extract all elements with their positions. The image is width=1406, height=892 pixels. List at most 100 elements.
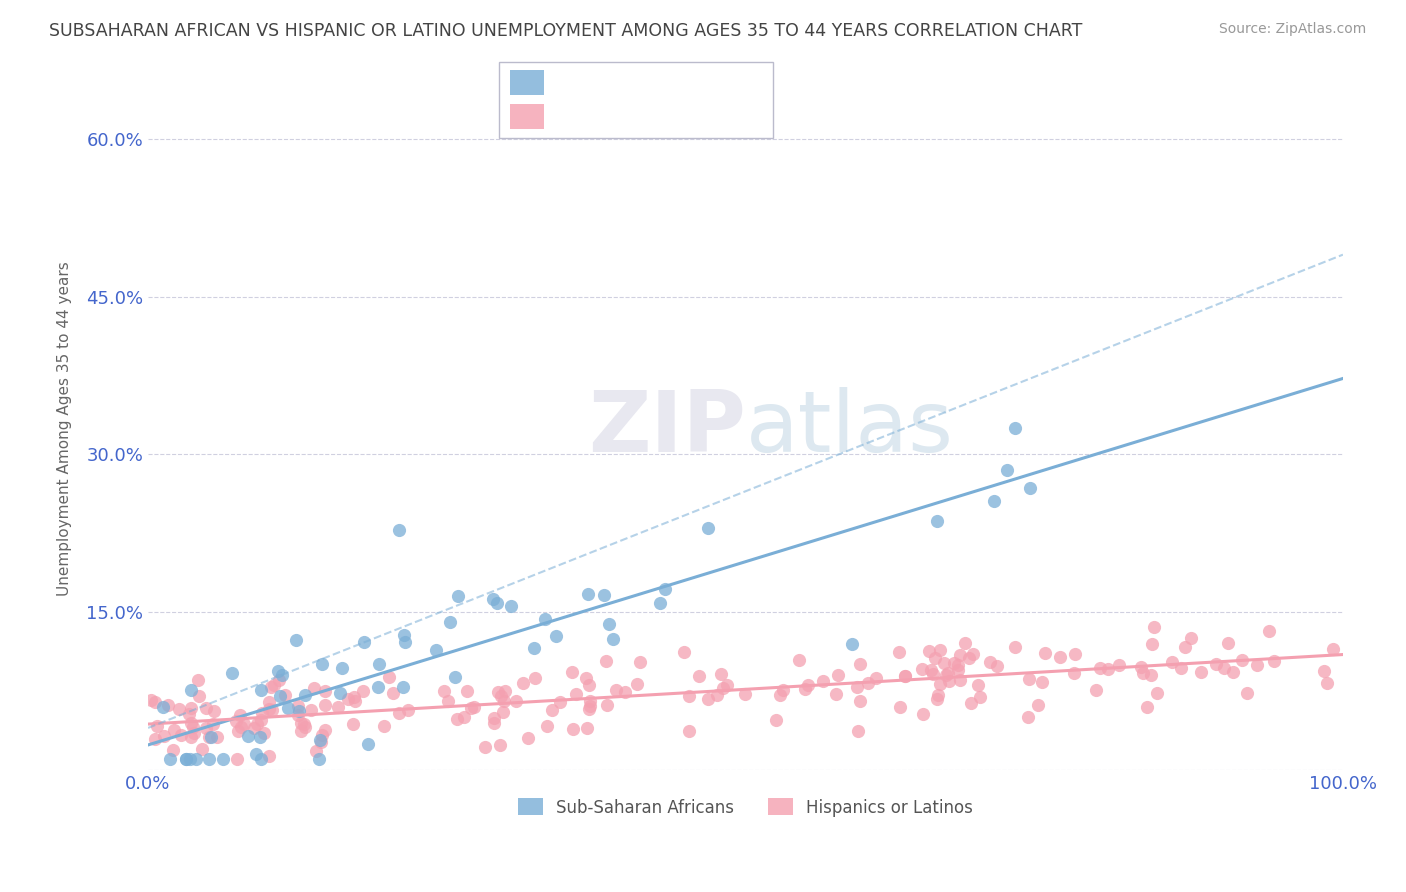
Point	[157, 698, 180, 712]
Point	[932, 656, 955, 670]
Text: 59: 59	[696, 70, 721, 88]
Point	[229, 708, 252, 723]
Point	[482, 715, 505, 730]
Point	[922, 667, 945, 681]
Point	[314, 698, 336, 712]
Point	[308, 752, 330, 766]
Point	[294, 688, 316, 702]
Point	[202, 717, 225, 731]
Point	[174, 752, 197, 766]
Point	[541, 702, 564, 716]
Point	[512, 676, 534, 690]
Point	[330, 661, 353, 675]
Point	[858, 675, 880, 690]
Point	[1063, 665, 1085, 680]
Point	[246, 716, 269, 731]
Point	[311, 728, 333, 742]
Point	[309, 732, 332, 747]
Point	[550, 695, 572, 709]
Point	[578, 677, 600, 691]
Point	[236, 729, 259, 743]
Point	[734, 687, 756, 701]
Point	[259, 695, 281, 709]
Point	[1031, 674, 1053, 689]
Point	[765, 713, 787, 727]
Point	[516, 731, 538, 746]
Point	[943, 657, 966, 671]
Point	[1218, 636, 1240, 650]
Point	[911, 662, 934, 676]
Point	[1084, 683, 1107, 698]
Point	[1230, 653, 1253, 667]
Point	[938, 673, 960, 688]
Point	[1212, 661, 1234, 675]
Point	[1033, 646, 1056, 660]
Point	[1143, 620, 1166, 634]
Point	[1313, 664, 1336, 678]
Point	[672, 645, 695, 659]
Point	[353, 634, 375, 648]
Point	[263, 678, 285, 692]
Point	[314, 723, 336, 738]
Point	[983, 493, 1005, 508]
Point	[1108, 657, 1130, 672]
Point	[357, 737, 380, 751]
Point	[626, 677, 648, 691]
Point	[352, 683, 374, 698]
Point	[827, 668, 849, 682]
Point	[565, 687, 588, 701]
Point	[329, 686, 352, 700]
Point	[849, 657, 872, 671]
Point	[342, 717, 364, 731]
Point	[1189, 665, 1212, 679]
Point	[394, 634, 416, 648]
Point	[195, 721, 218, 735]
Point	[294, 720, 316, 734]
Point	[536, 719, 558, 733]
Point	[1129, 660, 1152, 674]
Point	[979, 655, 1001, 669]
Point	[250, 713, 273, 727]
Point	[769, 688, 792, 702]
Point	[613, 685, 636, 699]
Point	[288, 704, 311, 718]
Point	[595, 654, 617, 668]
Point	[1174, 640, 1197, 655]
Point	[484, 711, 506, 725]
Point	[678, 723, 700, 738]
Point	[602, 632, 624, 646]
Point	[925, 515, 948, 529]
Point	[139, 693, 162, 707]
Point	[162, 742, 184, 756]
Point	[439, 615, 461, 630]
Point	[187, 673, 209, 688]
Point	[576, 587, 599, 601]
Point	[578, 702, 600, 716]
Point	[946, 664, 969, 678]
Point	[1246, 657, 1268, 672]
Point	[159, 752, 181, 766]
Point	[259, 702, 281, 716]
Point	[179, 752, 201, 766]
Text: Source: ZipAtlas.com: Source: ZipAtlas.com	[1219, 22, 1367, 37]
Point	[221, 666, 243, 681]
Point	[343, 693, 366, 707]
Point	[491, 689, 513, 703]
Point	[696, 521, 718, 535]
Point	[260, 703, 283, 717]
Point	[343, 690, 366, 705]
Point	[180, 730, 202, 744]
Point	[243, 721, 266, 735]
Point	[453, 709, 475, 723]
Point	[1097, 662, 1119, 676]
Point	[846, 680, 869, 694]
Point	[1018, 481, 1040, 495]
Point	[927, 688, 949, 702]
Point	[1140, 668, 1163, 682]
Point	[143, 696, 166, 710]
Point	[433, 684, 456, 698]
Point	[889, 700, 911, 714]
Point	[524, 671, 547, 685]
Point	[688, 668, 710, 682]
Point	[277, 701, 299, 715]
